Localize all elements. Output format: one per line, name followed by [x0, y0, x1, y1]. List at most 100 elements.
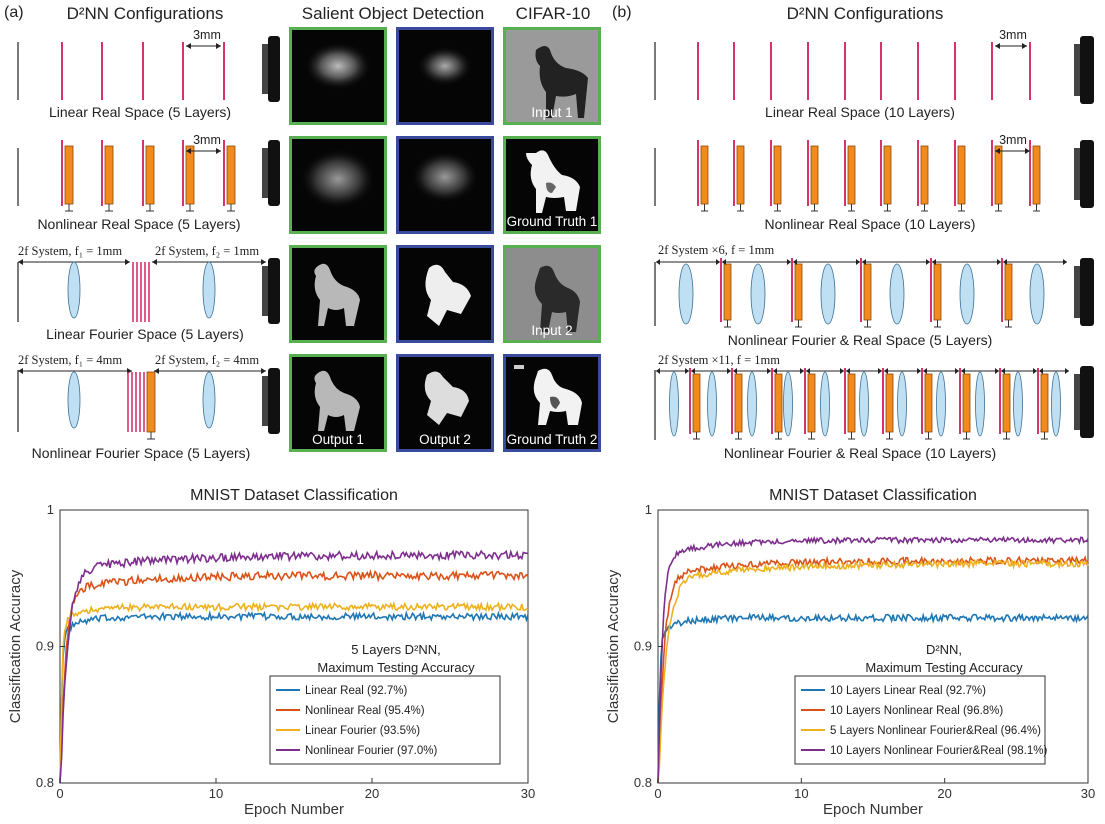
system-label: 2f System ×11, f = 1mm — [658, 353, 780, 367]
lens — [959, 263, 975, 325]
lens — [707, 371, 717, 437]
modulator — [773, 145, 782, 205]
chart-title: MNIST Dataset Classification — [769, 487, 977, 504]
sod-output-tile-b — [396, 245, 494, 343]
legend-label: Linear Real (92.7%) — [305, 685, 407, 697]
dim-label-3mm: 3mm — [193, 133, 221, 147]
detector — [1080, 258, 1094, 326]
panel-b-diagrams — [654, 36, 1094, 440]
lens — [783, 371, 793, 437]
lens — [820, 263, 836, 325]
lens — [202, 371, 216, 429]
sod-output-2: Output 2 — [396, 354, 494, 452]
cifar-title: CIFAR-10 — [515, 4, 591, 23]
lens — [67, 371, 81, 429]
dim-label-3mm: 3mm — [193, 28, 221, 42]
legend-box — [269, 675, 501, 765]
sod-output-1: Output 1 — [289, 354, 387, 452]
modulator — [885, 373, 894, 433]
arrow-head — [691, 368, 731, 374]
series-line — [59, 548, 529, 784]
panel-b-label: (b) — [612, 4, 632, 21]
arrow-head — [733, 368, 771, 374]
cifar-ground-truth-2: Ground Truth 2 — [503, 354, 601, 452]
detector — [268, 36, 280, 102]
lens — [859, 371, 869, 437]
y-axis-label: Classification Accuracy — [605, 569, 622, 723]
dim-label-3mm: 3mm — [999, 133, 1027, 147]
tile-label: Ground Truth 1 — [506, 214, 598, 229]
panel-a-label: (a) — [4, 4, 24, 21]
series-line — [59, 569, 529, 784]
y-axis-label: Classification Accuracy — [7, 569, 24, 723]
modulator — [810, 145, 819, 205]
x-tick-label: 0 — [56, 786, 63, 801]
modulator — [962, 373, 971, 433]
caption-linear-real-5: Linear Real Space (5 Layers) — [48, 104, 232, 120]
nonlinear-layer-group — [61, 140, 236, 212]
detector — [268, 258, 280, 324]
series-line — [59, 610, 529, 784]
lens — [1051, 371, 1061, 437]
system-label: 2f System, f₁ = 1mm — [18, 244, 123, 258]
modulator — [924, 373, 933, 433]
arrow-head — [846, 368, 882, 374]
caption-nonlinear-fourier-real-10: Nonlinear Fourier & Real Space (10 Layer… — [723, 445, 997, 461]
legend-label: 5 Layers Nonlinear Fourier&Real (96.4%) — [830, 725, 1041, 737]
lens — [897, 371, 907, 437]
legend-box — [794, 675, 1046, 765]
caption-nonlinear-fourier-real-5: Nonlinear Fourier & Real Space (5 Layers… — [727, 332, 993, 348]
y-tick-label: 0.8 — [36, 775, 54, 790]
modulator — [794, 263, 803, 321]
x-tick-label: 30 — [1081, 786, 1095, 801]
chart-right: MNIST Dataset Classification 0 10 20 30 0.8 0.… — [605, 487, 1095, 818]
caption-linear-fourier-5: Linear Fourier Space (5 Layers) — [46, 326, 244, 342]
modulator — [933, 263, 942, 321]
modulator — [692, 373, 701, 433]
legend-label: Linear Fourier (93.5%) — [305, 725, 420, 737]
x-tick-label: 30 — [521, 786, 535, 801]
modulator — [957, 145, 966, 205]
modulator — [146, 371, 156, 433]
detector — [1080, 36, 1094, 104]
modulator — [736, 145, 745, 205]
y-tick-label: 1 — [645, 502, 652, 517]
caption-nonlinear-fourier-5: Nonlinear Fourier Space (5 Layers) — [31, 445, 251, 461]
series-line — [657, 535, 1089, 784]
annotation-line-1: D²NN, — [926, 642, 962, 657]
sod-tile-4 — [396, 136, 494, 234]
modulator — [1040, 373, 1049, 433]
lens — [1029, 263, 1045, 325]
sod-tile-1 — [289, 27, 387, 125]
detector — [268, 140, 280, 206]
layer-stack — [132, 262, 150, 322]
x-tick-label: 10 — [209, 786, 223, 801]
modulator — [847, 145, 856, 205]
modulator — [734, 373, 743, 433]
arrow-head — [1001, 368, 1037, 374]
tile-label: Input 2 — [531, 323, 573, 338]
fourier-real-10-group — [656, 368, 1069, 440]
lens — [1013, 371, 1023, 437]
lens — [202, 261, 216, 319]
arrow-head — [884, 368, 921, 374]
legend-label: 10 Layers Nonlinear Real (96.8%) — [830, 705, 1003, 717]
legend-label: Nonlinear Fourier (97.0%) — [305, 745, 437, 757]
lens — [889, 263, 905, 325]
x-tick-label: 20 — [937, 786, 951, 801]
sod-tile-3 — [289, 136, 387, 234]
y-tick-label: 0.8 — [634, 775, 652, 790]
panel-b-config-title: D²NN Configurations — [786, 4, 944, 23]
detector — [268, 368, 280, 434]
lens — [820, 371, 830, 437]
modulator — [883, 145, 892, 205]
panel-a-config-title: D²NN Configurations — [66, 4, 224, 23]
x-tick-label: 20 — [365, 786, 379, 801]
y-tick-label: 0.9 — [36, 639, 54, 654]
lens — [678, 263, 694, 325]
tile-label: Output 1 — [312, 432, 364, 447]
chart-left: MNIST Dataset Classification 0 10 20 30 0.8 0.… — [7, 487, 535, 818]
modulator — [863, 263, 872, 321]
series-line — [657, 611, 1089, 784]
panel-a-diagrams — [17, 36, 280, 440]
